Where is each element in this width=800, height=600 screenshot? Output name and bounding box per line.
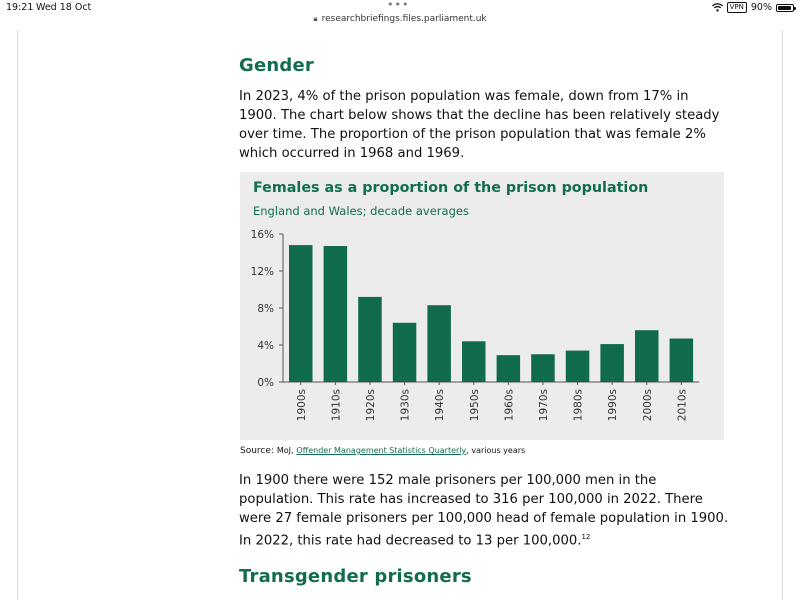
chart-container: Females as a proportion of the prison po… <box>240 172 724 440</box>
bar-1980s <box>565 350 590 382</box>
battery-icon <box>776 3 796 12</box>
chart-subtitle: England and Wales; decade averages <box>253 204 469 218</box>
page-edge-right <box>782 30 783 600</box>
source-label: Source: <box>240 446 274 456</box>
lock-icon: 🔒︎ <box>313 14 318 23</box>
url-text: researchbriefings.files.parliament.uk <box>321 14 487 24</box>
rates-text: In 1900 there were 152 male prisoners pe… <box>239 473 729 549</box>
chart-title: Females as a proportion of the prison po… <box>253 180 649 196</box>
bar-1990s <box>600 344 624 382</box>
y-tick-label: 16% <box>251 229 274 241</box>
bar-1950s <box>462 341 486 382</box>
y-tick-label: 4% <box>257 340 274 352</box>
gender-paragraph: In 2023, 4% of the prison population was… <box>239 89 720 161</box>
battery-percent: 90% <box>750 2 772 13</box>
rates-paragraph: In 1900 there were 152 male prisoners pe… <box>239 471 729 550</box>
source-prefix: MoJ, <box>276 446 294 455</box>
x-tick-label: 1920s <box>365 389 377 421</box>
status-date: Wed 18 Oct <box>36 2 92 13</box>
bar-1930s <box>392 322 417 382</box>
x-tick-label: 2010s <box>676 389 688 421</box>
bar-1910s <box>323 246 348 382</box>
bar-1960s <box>496 355 521 382</box>
x-tick-label: 2000s <box>642 389 654 421</box>
y-tick-label: 0% <box>257 377 274 389</box>
address-bar[interactable]: 🔒︎ researchbriefings.files.parliament.uk <box>0 14 800 28</box>
x-tick-label: 1990s <box>607 389 619 421</box>
source-suffix: , various years <box>466 446 526 455</box>
multitasking-dots-icon[interactable]: ••• <box>387 0 410 11</box>
chart-source: Source: MoJ, Offender Management Statist… <box>240 446 525 456</box>
x-tick-label: 1930s <box>400 389 412 421</box>
status-bar: 19:21 Wed 18 Oct ••• VPN 90% <box>0 0 800 15</box>
y-tick-label: 12% <box>251 266 274 278</box>
x-tick-label: 1970s <box>538 389 550 421</box>
x-tick-label: 1980s <box>573 389 585 421</box>
x-tick-label: 1960s <box>503 389 515 421</box>
wifi-icon <box>711 3 723 12</box>
x-tick-label: 1940s <box>434 389 446 421</box>
vpn-badge: VPN <box>726 2 747 13</box>
x-tick-label: 1950s <box>469 389 481 421</box>
bar-chart: 0% 4% 8% 12% 16% 1900s 1910s 1920s 1930s 1940s 195… <box>251 229 700 421</box>
bar-1940s <box>427 305 451 382</box>
gender-heading: Gender <box>239 55 314 76</box>
bar-1920s <box>358 296 382 382</box>
x-tick-label: 1910s <box>330 389 342 421</box>
x-tick-label: 1900s <box>296 389 308 421</box>
bar-1970s <box>531 354 555 382</box>
bar-1900s <box>289 245 313 382</box>
status-time: 19:21 <box>6 2 34 13</box>
transgender-heading: Transgender prisoners <box>239 566 472 587</box>
source-link[interactable]: Offender Management Statistics Quarterly <box>296 446 467 455</box>
page-edge-left <box>17 30 18 600</box>
footnote-ref[interactable]: 12 <box>581 533 591 541</box>
bar-2010s <box>669 338 694 382</box>
status-right: VPN 90% <box>711 2 796 13</box>
bar-2000s <box>635 330 659 382</box>
y-tick-label: 8% <box>257 303 274 315</box>
